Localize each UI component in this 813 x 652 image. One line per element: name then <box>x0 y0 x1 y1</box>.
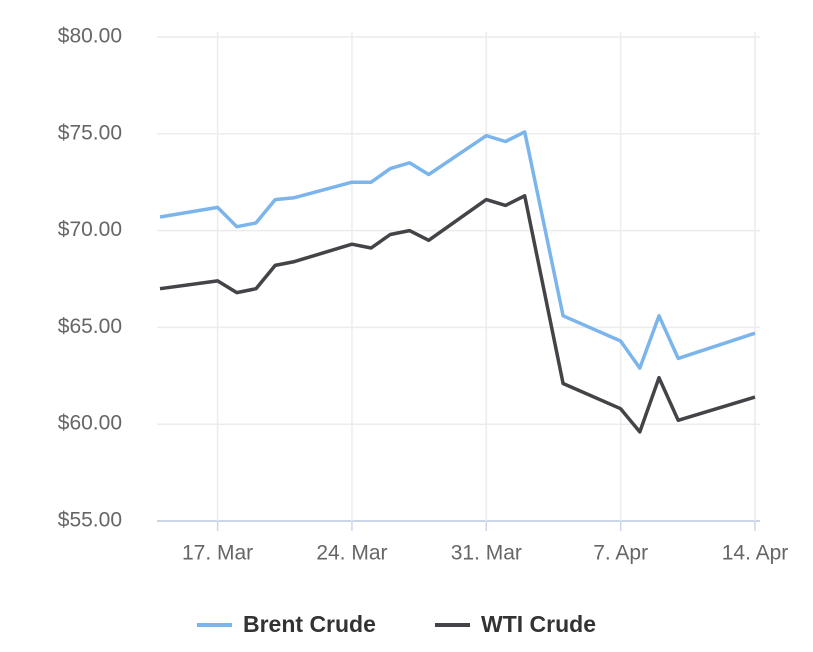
legend-label[interactable]: Brent Crude <box>243 611 376 637</box>
x-tick-label: 31. Mar <box>451 542 522 565</box>
y-tick-label: $80.00 <box>58 25 122 48</box>
series-line <box>159 194 756 434</box>
legend-label[interactable]: WTI Crude <box>481 611 596 637</box>
series-line <box>159 130 756 370</box>
y-tick-label: $70.00 <box>58 218 122 241</box>
y-tick-label: $75.00 <box>58 121 122 144</box>
x-tick-label: 14. Apr <box>722 542 789 565</box>
x-tick-label: 7. Apr <box>593 542 648 565</box>
y-tick-label: $55.00 <box>58 509 122 532</box>
y-tick-label: $65.00 <box>58 315 122 338</box>
y-tick-label: $60.00 <box>58 412 122 435</box>
legend-item[interactable]: Brent Crude <box>197 611 376 637</box>
x-tick-label: 24. Mar <box>316 542 387 565</box>
x-tick-label: 17. Mar <box>182 542 253 565</box>
legend-item[interactable]: WTI Crude <box>435 611 596 637</box>
